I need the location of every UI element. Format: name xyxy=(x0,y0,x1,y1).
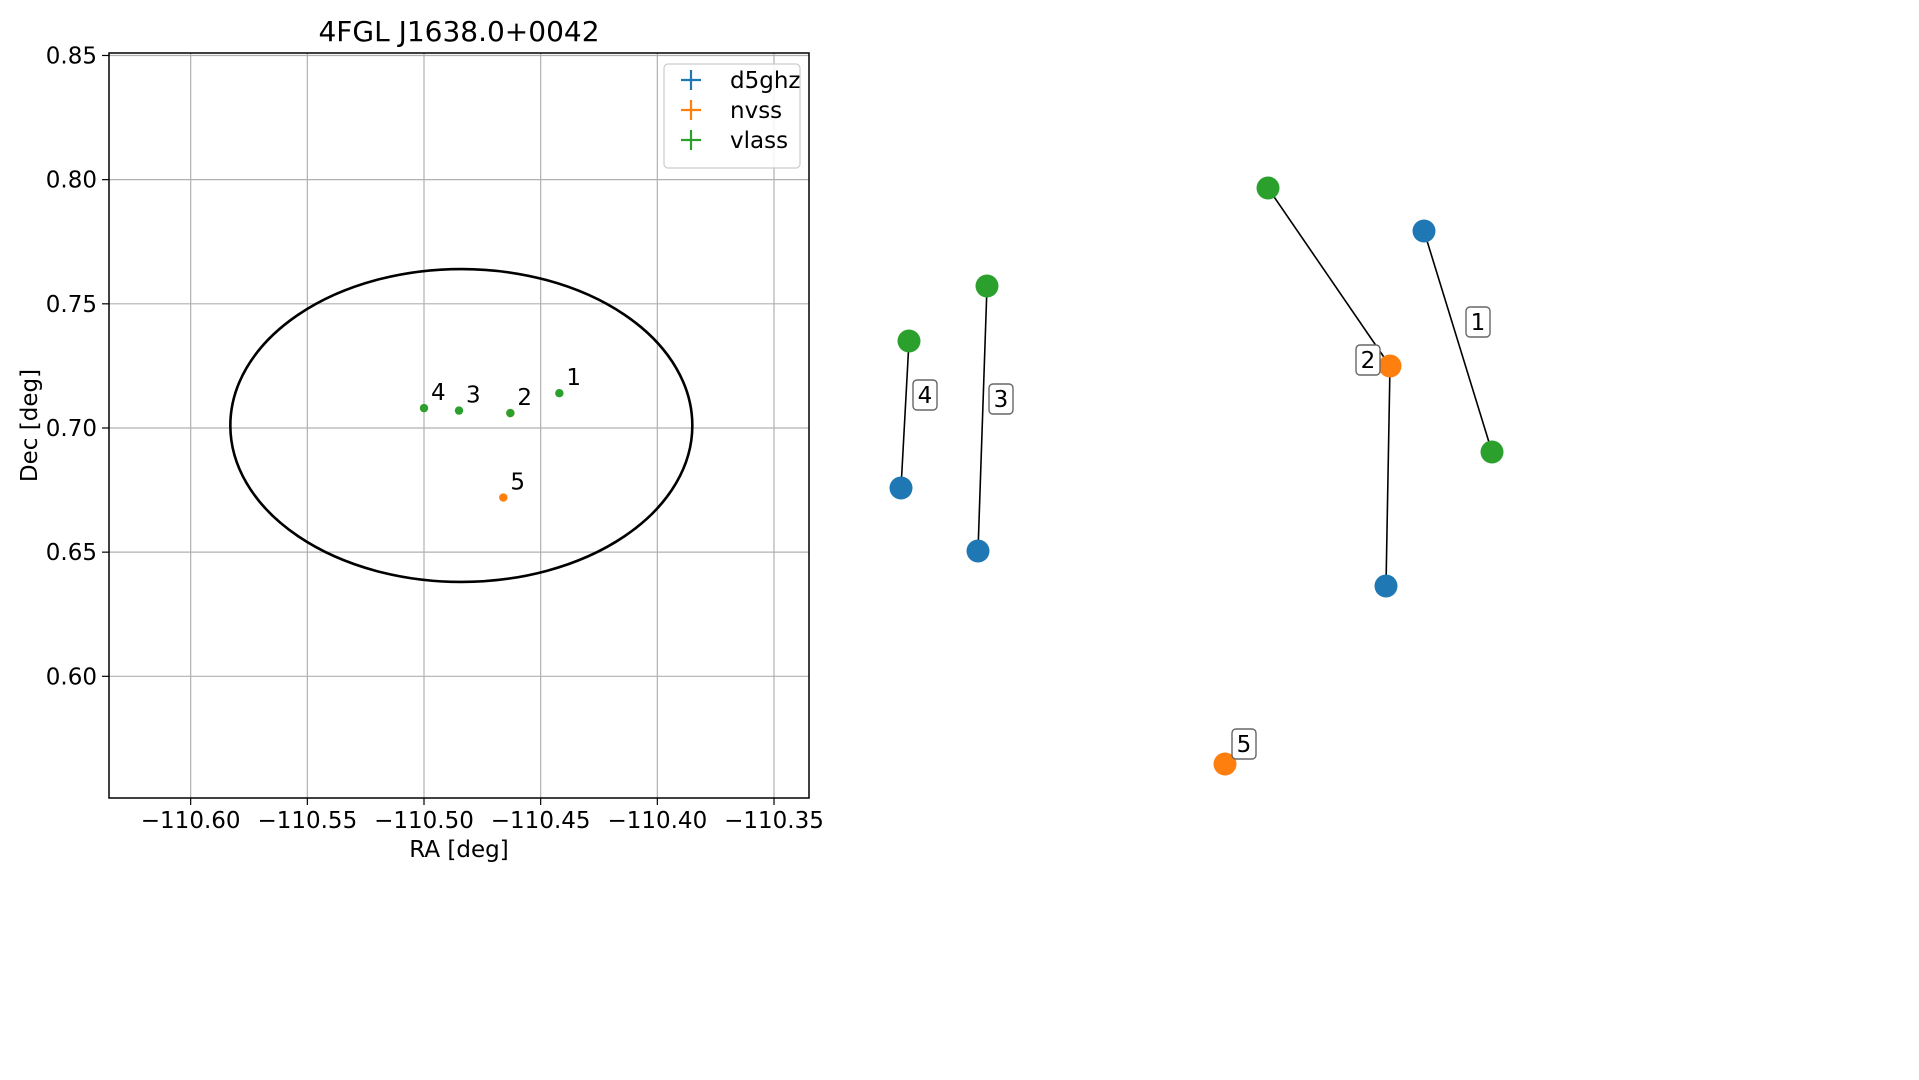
network-label: 3 xyxy=(994,387,1009,413)
nvss-point xyxy=(499,493,508,502)
error-ellipse xyxy=(229,267,694,584)
match-network: 1 2 3 4 5 xyxy=(889,176,1504,776)
network-label-box xyxy=(1465,306,1491,338)
y-tick-label: 0.65 xyxy=(46,540,97,566)
axis-ticks: −110.60 −110.55 −110.50 −110.45 −110.40 −110.… xyxy=(46,43,824,834)
chart-title: 4FGL J1638.0+0042 xyxy=(318,15,599,48)
vlass-point xyxy=(555,389,564,398)
localization-ellipse xyxy=(229,267,694,584)
grid-lines xyxy=(109,53,809,798)
axes-frame xyxy=(108,52,810,799)
network-label-box xyxy=(1231,728,1257,760)
legend-box xyxy=(663,63,801,169)
y-tick-label: 0.85 xyxy=(46,43,97,69)
network-edge xyxy=(1423,230,1493,453)
point-label: 2 xyxy=(517,385,532,411)
x-tick-label: −110.45 xyxy=(491,808,591,834)
d5ghz-node xyxy=(966,539,990,563)
vlass-node xyxy=(897,329,921,353)
network-label-box xyxy=(988,383,1014,415)
point-label: 3 xyxy=(466,383,481,409)
y-tick-label: 0.70 xyxy=(46,416,97,442)
x-tick-label: −110.40 xyxy=(607,808,707,834)
y-tick-label: 0.75 xyxy=(46,292,97,318)
d5ghz-node xyxy=(889,476,913,500)
network-edge xyxy=(1385,365,1391,587)
network-labels: 1 2 3 4 5 xyxy=(912,306,1491,760)
x-tick-label: −110.60 xyxy=(141,808,241,834)
vlass-point xyxy=(506,408,515,418)
vlass-node xyxy=(1480,440,1504,464)
network-label: 4 xyxy=(918,383,933,409)
point-label: 4 xyxy=(431,380,446,406)
network-label: 1 xyxy=(1471,310,1486,336)
y-tick-label: 0.80 xyxy=(46,168,97,194)
legend-entry-d5ghz: d5ghz xyxy=(730,68,800,94)
point-label: 1 xyxy=(566,365,581,391)
x-tick-label: −110.50 xyxy=(374,808,474,834)
network-nodes xyxy=(889,176,1504,776)
d5ghz-node xyxy=(1412,219,1436,243)
x-tick-label: −110.35 xyxy=(724,808,824,834)
vlass-point xyxy=(419,403,429,413)
network-edge xyxy=(900,340,910,489)
y-axis-label: Dec [deg] xyxy=(17,369,43,482)
legend-entry-vlass: vlass xyxy=(730,128,788,154)
network-label: 5 xyxy=(1237,732,1252,758)
nvss-node xyxy=(1378,354,1402,378)
x-axis-label: RA [deg] xyxy=(409,837,508,863)
network-label: 2 xyxy=(1361,348,1376,374)
vlass-node xyxy=(975,274,999,298)
scatter-panel: 2 5 1 34 −110.60 −110.55 −110.50 −110.45 −110.4… xyxy=(17,15,824,863)
network-edges xyxy=(900,187,1493,587)
legend-entry-nvss: nvss xyxy=(730,98,782,124)
d5ghz-node xyxy=(1374,574,1398,598)
network-label-box xyxy=(1355,344,1381,376)
network-label-box xyxy=(912,379,938,411)
point-labels: 2 5 1 34 xyxy=(431,365,581,495)
scatter-points xyxy=(419,389,564,502)
legend: d5ghz nvss vlass xyxy=(663,63,801,169)
y-tick-label: 0.60 xyxy=(46,664,97,690)
network-edge xyxy=(1267,187,1391,367)
point-label: 5 xyxy=(510,470,525,496)
network-edge xyxy=(977,285,988,552)
nvss-node xyxy=(1213,752,1237,776)
vlass-node xyxy=(1256,176,1280,200)
x-tick-label: −110.55 xyxy=(257,808,357,834)
vlass-point xyxy=(454,406,464,415)
